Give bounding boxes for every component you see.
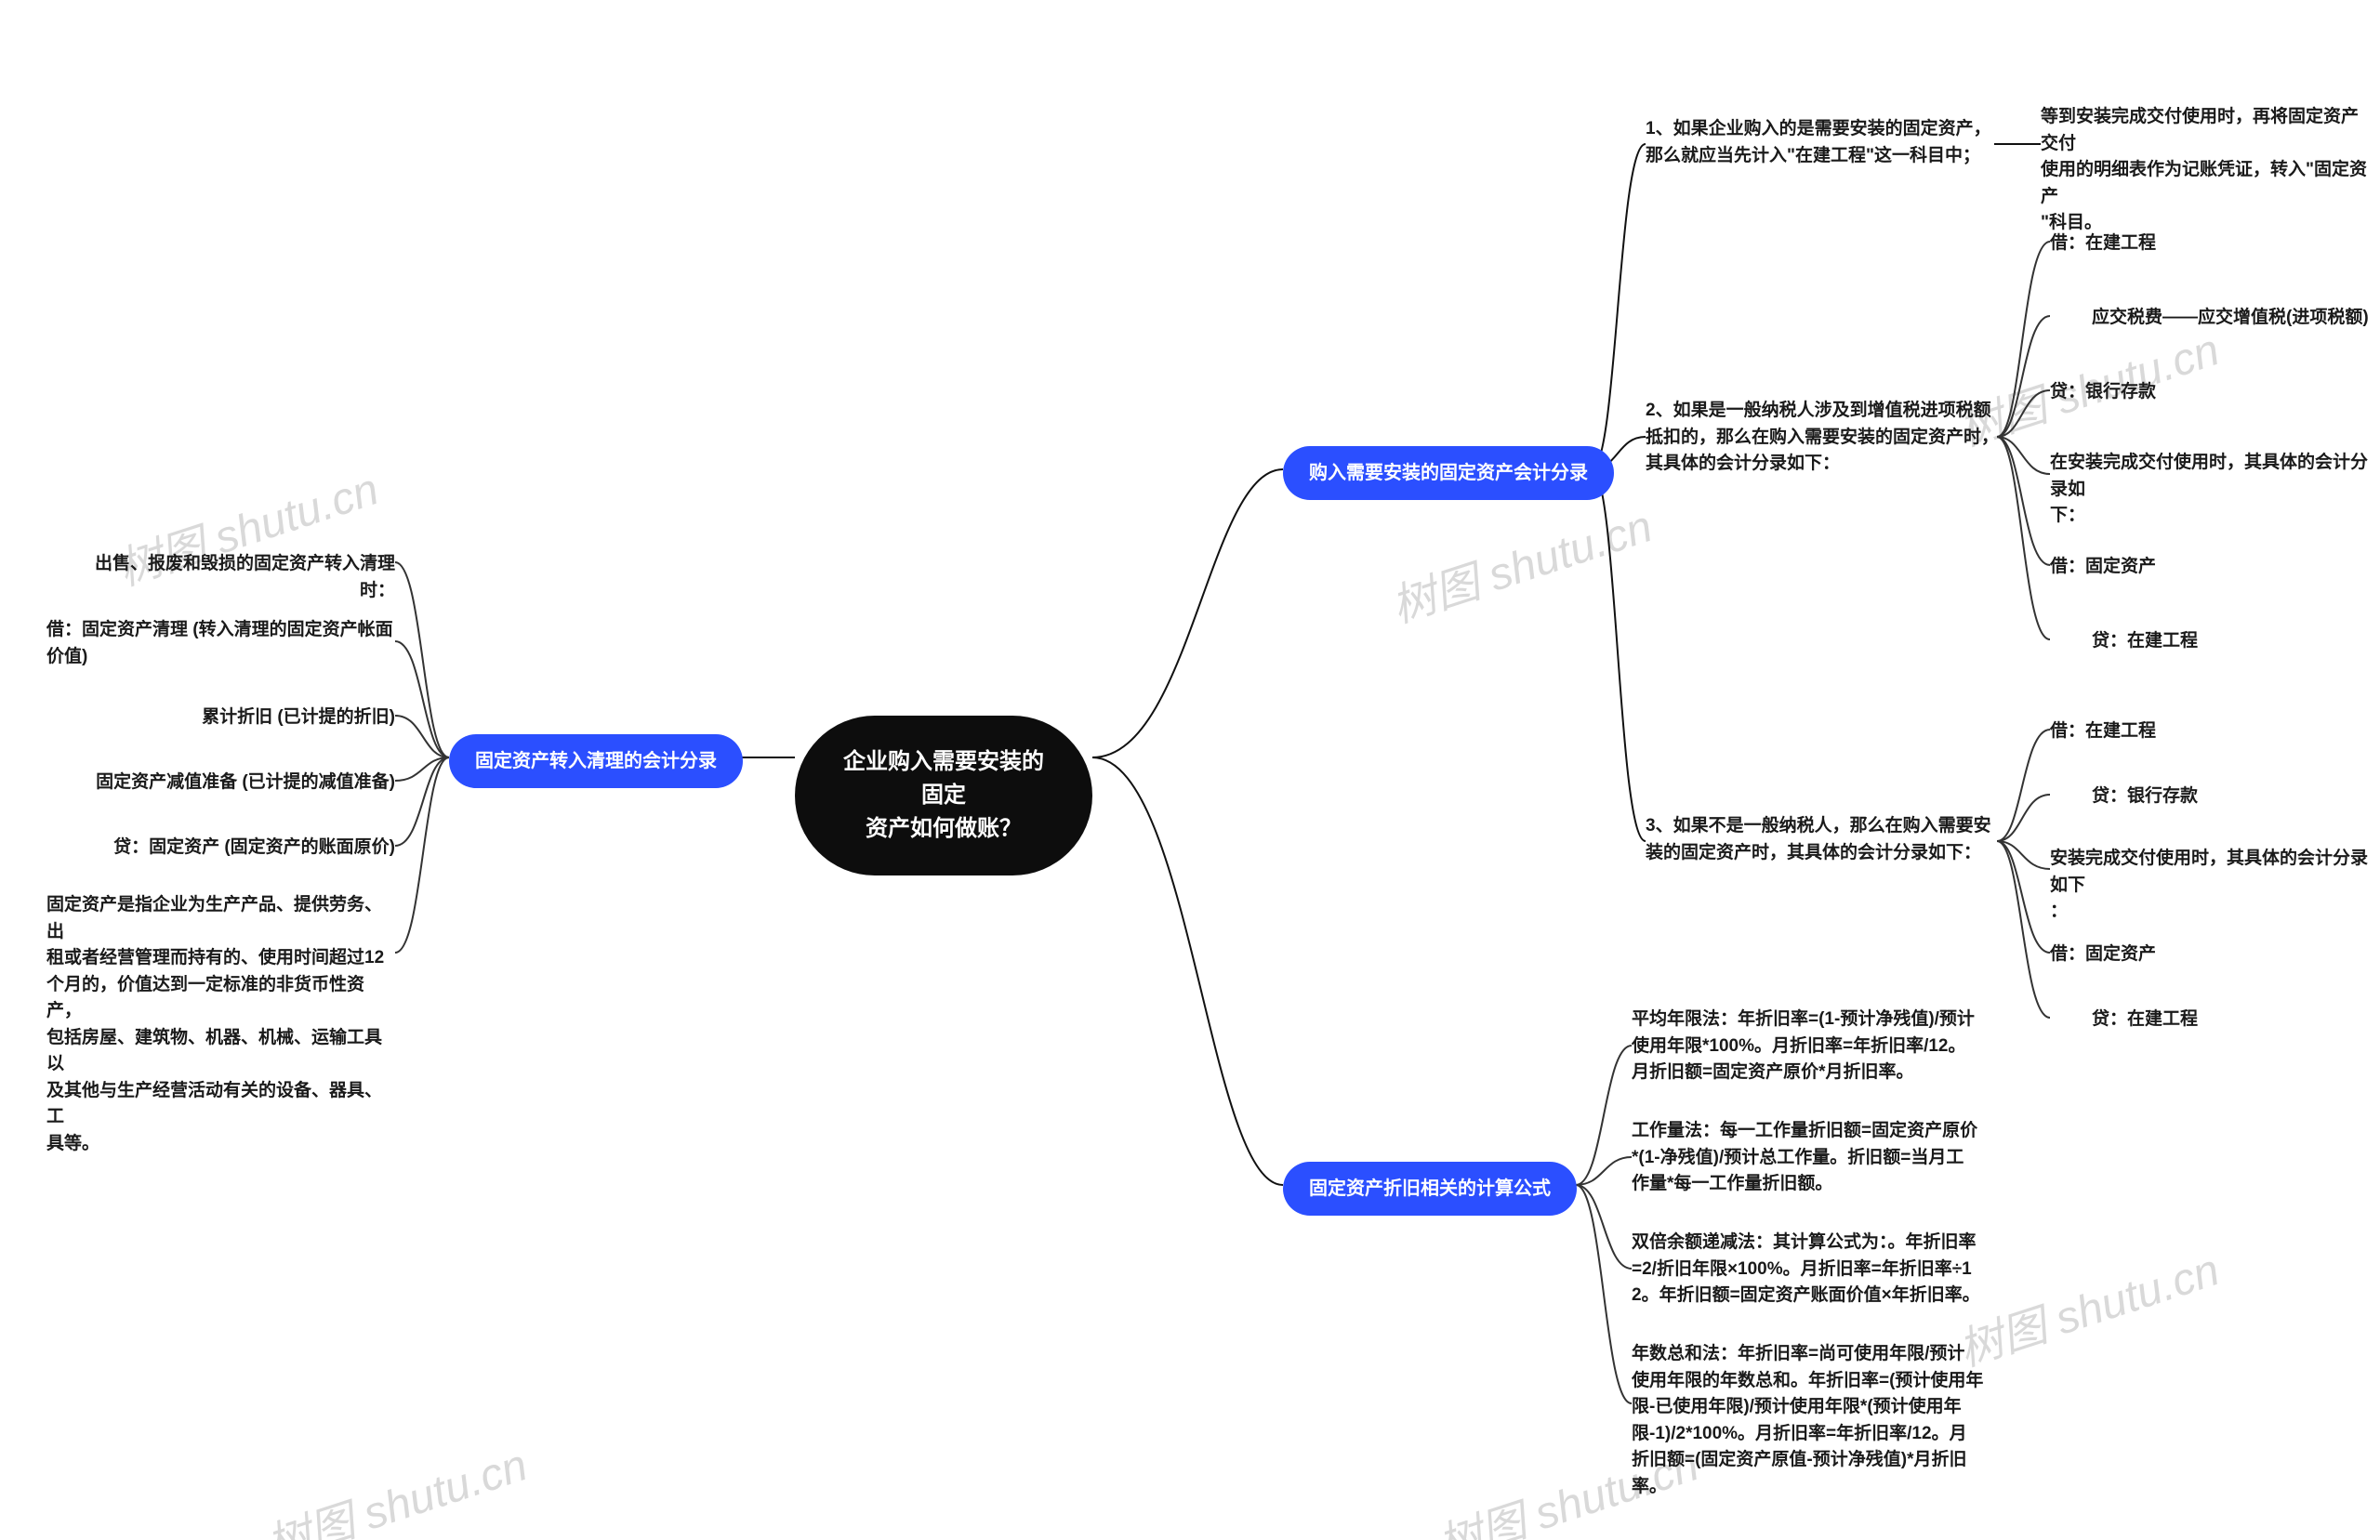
b2-n4: 年数总和法：年折旧率=尚可使用年限/预计 使用年限的年数总和。年折旧率=(预计使… bbox=[1632, 1341, 1985, 1500]
b1-n3-c2: 贷：银行存款 bbox=[2092, 783, 2198, 810]
b1-n2-c3: 贷：银行存款 bbox=[2050, 379, 2156, 406]
b1-n1: 1、如果企业购入的是需要安装的固定资产， 那么就应当先计入"在建工程"这一科目中… bbox=[1646, 116, 1999, 169]
b1-n1-c1: 等到安装完成交付使用时，再将固定资产交付 使用的明细表作为记账凭证，转入"固定资… bbox=[2041, 104, 2375, 237]
b1-n2-c2: 应交税费——应交增值税(进项税额) bbox=[2092, 305, 2369, 332]
b3-n5: 贷：固定资产 (固定资产的账面原价) bbox=[65, 835, 395, 862]
b3-n1: 出售、报废和毁损的固定资产转入清理时： bbox=[65, 551, 395, 604]
b3-n6: 固定资产是指企业为生产产品、提供劳务、出 租或者经营管理而持有的、使用时间超过1… bbox=[46, 892, 395, 1157]
b1-n3: 3、如果不是一般纳税人，那么在购入需要安 装的固定资产时，其具体的会计分录如下： bbox=[1646, 813, 1999, 866]
b3-n4: 固定资产减值准备 (已计提的减值准备) bbox=[65, 770, 395, 796]
b1-n2-c5: 借：固定资产 bbox=[2050, 554, 2156, 581]
branch-1[interactable]: 购入需要安装的固定资产会计分录 bbox=[1283, 446, 1614, 500]
b1-n2-c6: 贷：在建工程 bbox=[2092, 628, 2198, 655]
root-node[interactable]: 企业购入需要安装的固定 资产如何做账？ bbox=[795, 716, 1092, 875]
b1-n2-c1: 借：在建工程 bbox=[2050, 230, 2156, 257]
b1-n2-c4: 在安装完成交付使用时，其具体的会计分录如 下： bbox=[2050, 450, 2375, 530]
root-line1: 企业购入需要安装的固定 bbox=[836, 745, 1051, 812]
b3-n2: 借：固定资产清理 (转入清理的固定资产帐面 价值) bbox=[46, 617, 395, 670]
b1-n3-c5: 贷：在建工程 bbox=[2092, 1007, 2198, 1033]
watermark: 树图 shutu.cn bbox=[257, 1428, 534, 1540]
branch-3[interactable]: 固定资产转入清理的会计分录 bbox=[449, 734, 743, 788]
branch-2[interactable]: 固定资产折旧相关的计算公式 bbox=[1283, 1162, 1577, 1216]
b2-n1: 平均年限法：年折旧率=(1-预计净残值)/预计 使用年限*100%。月折旧率=年… bbox=[1632, 1007, 1985, 1086]
watermark: 树图 shutu.cn bbox=[1949, 1233, 2226, 1378]
root-line2: 资产如何做账？ bbox=[836, 812, 1051, 846]
b1-n3-c1: 借：在建工程 bbox=[2050, 718, 2156, 745]
b1-n3-c4: 借：固定资产 bbox=[2050, 941, 2156, 968]
b2-n3: 双倍余额递减法：其计算公式为：。年折旧率 =2/折旧年限×100%。月折旧率=年… bbox=[1632, 1230, 1985, 1310]
b1-n3-c3: 安装完成交付使用时，其具体的会计分录如下 ： bbox=[2050, 846, 2375, 926]
mindmap-canvas: 树图 shutu.cn 树图 shutu.cn 树图 shutu.cn 树图 s… bbox=[0, 0, 2380, 1540]
b1-n2: 2、如果是一般纳税人涉及到增值税进项税额 抵扣的，那么在购入需要安装的固定资产时… bbox=[1646, 398, 1999, 478]
watermark: 树图 shutu.cn bbox=[1382, 490, 1659, 635]
b2-n2: 工作量法：每一工作量折旧额=固定资产原价 *(1-净残值)/预计总工作量。折旧额… bbox=[1632, 1118, 1985, 1198]
b3-n3: 累计折旧 (已计提的折旧) bbox=[65, 704, 395, 731]
